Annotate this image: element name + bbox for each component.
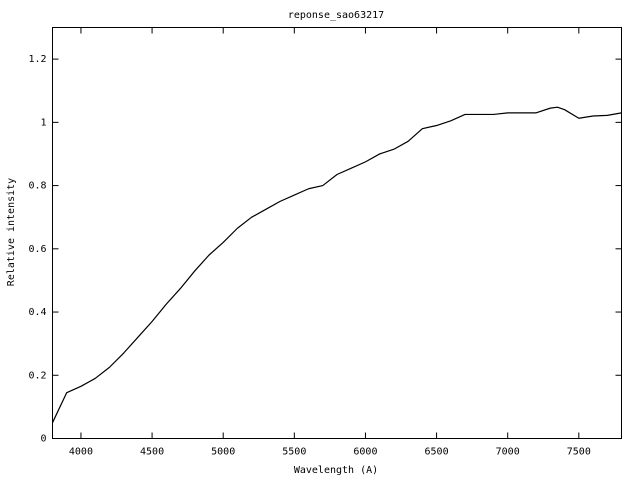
y-axis-label: Relative intensity	[6, 178, 17, 286]
y-tick-label: 1.2	[28, 54, 46, 65]
x-tick-label: 4500	[140, 447, 164, 458]
y-tick-label: 1	[40, 117, 46, 128]
x-tick-label: 7500	[567, 447, 591, 458]
y-tick-label: 0.8	[28, 181, 46, 192]
chart-title: reponse_sao63217	[288, 10, 384, 21]
x-tick-label: 7000	[496, 447, 520, 458]
plot-border	[52, 27, 622, 439]
y-tick-label: 0.6	[28, 244, 46, 255]
y-tick-label: 0.2	[28, 370, 46, 381]
x-axis-label: Wavelength (A)	[294, 465, 378, 476]
y-tick-label: 0.4	[28, 307, 46, 318]
data-line	[51, 106, 622, 423]
x-tick-label: 6500	[425, 447, 449, 458]
x-tick-label: 5500	[282, 447, 306, 458]
x-tick-label: 5000	[211, 447, 235, 458]
x-tick-label: 6000	[353, 447, 377, 458]
x-tick-label: 4000	[69, 447, 93, 458]
y-tick-label: 0	[40, 434, 46, 445]
